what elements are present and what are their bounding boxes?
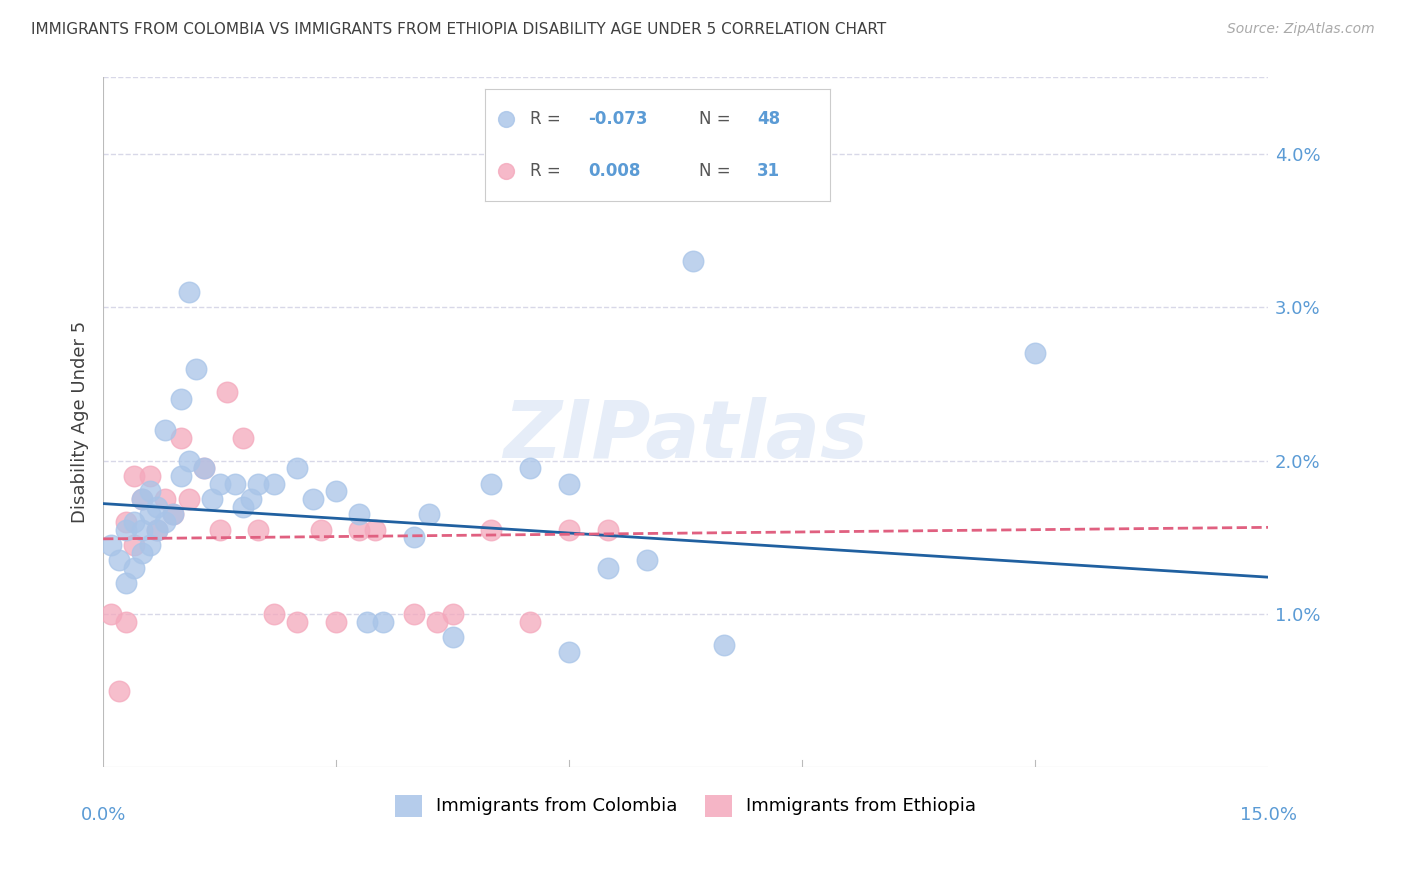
Point bbox=[441, 607, 464, 621]
Point bbox=[162, 508, 184, 522]
Point bbox=[177, 491, 200, 506]
Text: N =: N = bbox=[699, 161, 735, 179]
Point bbox=[682, 254, 704, 268]
Point bbox=[495, 163, 517, 178]
Point bbox=[131, 546, 153, 560]
Point bbox=[100, 607, 122, 621]
Point bbox=[356, 615, 378, 629]
Point bbox=[224, 476, 246, 491]
Point bbox=[177, 285, 200, 299]
Point bbox=[519, 615, 541, 629]
Point bbox=[138, 508, 160, 522]
Point bbox=[100, 538, 122, 552]
Text: N =: N = bbox=[699, 111, 735, 128]
Point bbox=[1024, 346, 1046, 360]
Point bbox=[146, 523, 169, 537]
Point bbox=[115, 576, 138, 591]
Point bbox=[146, 500, 169, 514]
Point bbox=[208, 476, 231, 491]
Point bbox=[122, 515, 145, 529]
Text: ZIPatlas: ZIPatlas bbox=[503, 397, 868, 475]
Point bbox=[122, 561, 145, 575]
Point bbox=[441, 630, 464, 644]
Text: R =: R = bbox=[530, 161, 565, 179]
Point bbox=[418, 508, 440, 522]
Point bbox=[596, 523, 619, 537]
Point bbox=[170, 431, 193, 445]
Text: 48: 48 bbox=[758, 111, 780, 128]
Text: 0.0%: 0.0% bbox=[80, 805, 125, 823]
Text: Source: ZipAtlas.com: Source: ZipAtlas.com bbox=[1227, 22, 1375, 37]
Text: 0.008: 0.008 bbox=[588, 161, 641, 179]
Point bbox=[138, 469, 160, 483]
Text: R =: R = bbox=[530, 111, 565, 128]
Point bbox=[596, 561, 619, 575]
Point bbox=[186, 361, 208, 376]
Point bbox=[263, 476, 285, 491]
Point bbox=[285, 461, 308, 475]
Point bbox=[263, 607, 285, 621]
Point bbox=[232, 431, 254, 445]
Point bbox=[131, 491, 153, 506]
Point bbox=[177, 453, 200, 467]
Point bbox=[713, 638, 735, 652]
Point bbox=[131, 491, 153, 506]
Point bbox=[285, 615, 308, 629]
Point bbox=[208, 523, 231, 537]
Point bbox=[402, 607, 425, 621]
Text: -0.073: -0.073 bbox=[588, 111, 648, 128]
Point bbox=[349, 508, 371, 522]
Point bbox=[558, 476, 581, 491]
Point bbox=[325, 615, 347, 629]
Point bbox=[138, 538, 160, 552]
Point bbox=[558, 645, 581, 659]
Point bbox=[193, 461, 215, 475]
Point bbox=[301, 491, 323, 506]
Point bbox=[371, 615, 394, 629]
Point bbox=[239, 491, 262, 506]
Point bbox=[115, 515, 138, 529]
Point bbox=[122, 538, 145, 552]
Point bbox=[155, 515, 177, 529]
Point bbox=[519, 461, 541, 475]
Point bbox=[349, 523, 371, 537]
Text: 31: 31 bbox=[758, 161, 780, 179]
Point bbox=[131, 523, 153, 537]
Point bbox=[481, 523, 503, 537]
Legend: Immigrants from Colombia, Immigrants from Ethiopia: Immigrants from Colombia, Immigrants fro… bbox=[388, 788, 984, 824]
Point bbox=[193, 461, 215, 475]
Point bbox=[364, 523, 387, 537]
Point bbox=[309, 523, 332, 537]
Point bbox=[146, 523, 169, 537]
Y-axis label: Disability Age Under 5: Disability Age Under 5 bbox=[72, 321, 89, 524]
Text: 15.0%: 15.0% bbox=[1240, 805, 1296, 823]
Point bbox=[558, 523, 581, 537]
Text: IMMIGRANTS FROM COLOMBIA VS IMMIGRANTS FROM ETHIOPIA DISABILITY AGE UNDER 5 CORR: IMMIGRANTS FROM COLOMBIA VS IMMIGRANTS F… bbox=[31, 22, 886, 37]
Point bbox=[170, 469, 193, 483]
Point bbox=[162, 508, 184, 522]
Point bbox=[636, 553, 658, 567]
Point bbox=[481, 476, 503, 491]
Point bbox=[122, 469, 145, 483]
Point bbox=[155, 423, 177, 437]
Point bbox=[107, 683, 129, 698]
Point bbox=[232, 500, 254, 514]
Point bbox=[325, 484, 347, 499]
Point bbox=[495, 112, 517, 127]
Point bbox=[426, 615, 449, 629]
Point bbox=[115, 523, 138, 537]
Point bbox=[155, 491, 177, 506]
Point bbox=[217, 384, 239, 399]
Point bbox=[107, 553, 129, 567]
Point bbox=[115, 615, 138, 629]
Point bbox=[201, 491, 224, 506]
Point bbox=[138, 484, 160, 499]
Point bbox=[247, 523, 270, 537]
Point bbox=[402, 530, 425, 544]
Point bbox=[247, 476, 270, 491]
Point bbox=[170, 392, 193, 407]
